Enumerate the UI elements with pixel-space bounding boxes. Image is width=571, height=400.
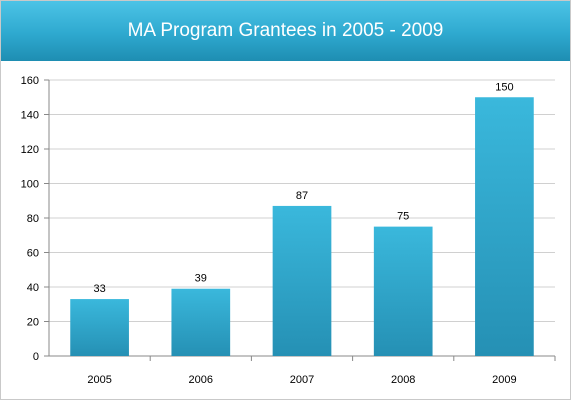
y-tick-label: 160 — [21, 75, 39, 87]
bars — [70, 97, 534, 356]
x-tick-label: 2006 — [189, 374, 213, 386]
bar-2009 — [475, 97, 534, 356]
labels: 33 2005 39 2006 87 2007 75 2008 150 2009 — [87, 81, 516, 386]
y-tick-label: 140 — [21, 110, 39, 122]
chart-header: MA Program Grantees in 2005 - 2009 — [1, 1, 570, 61]
bar-2005 — [70, 299, 129, 356]
data-label: 150 — [495, 81, 513, 93]
x-tick-label: 2008 — [391, 374, 415, 386]
x-tick-label: 2009 — [492, 374, 516, 386]
chart-title: MA Program Grantees in 2005 - 2009 — [127, 20, 444, 41]
x-tick-label: 2007 — [290, 374, 314, 386]
data-label: 39 — [195, 273, 207, 285]
data-label: 75 — [397, 211, 409, 223]
y-tick-label: 20 — [27, 317, 39, 329]
y-tick-label: 0 — [33, 351, 39, 363]
bar-2008 — [373, 226, 433, 356]
x-tick-label: 2005 — [87, 374, 111, 386]
y-tick-label: 120 — [21, 144, 39, 156]
y-tick-label: 60 — [27, 248, 39, 260]
y-tick-label: 80 — [27, 213, 39, 225]
y-tick-label: 40 — [27, 282, 39, 294]
data-label: 87 — [296, 190, 308, 202]
bar-2007 — [272, 205, 332, 356]
data-label: 33 — [93, 283, 105, 295]
y-tick-label: 100 — [21, 179, 39, 191]
bar-2006 — [171, 288, 231, 356]
